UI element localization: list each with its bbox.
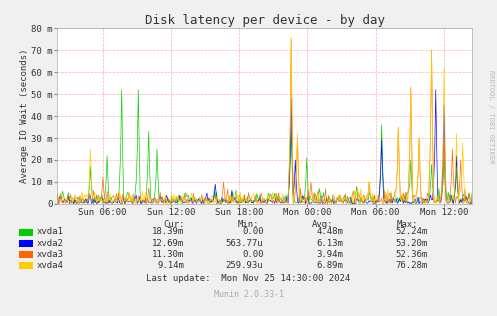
Text: 3.94m: 3.94m	[316, 250, 343, 258]
Title: Disk latency per device - by day: Disk latency per device - by day	[145, 14, 385, 27]
Text: 52.36m: 52.36m	[395, 250, 427, 258]
Text: Munin 2.0.33-1: Munin 2.0.33-1	[214, 290, 283, 299]
Text: xvda1: xvda1	[37, 228, 64, 236]
Text: 11.30m: 11.30m	[152, 250, 184, 258]
Text: Cur:: Cur:	[163, 220, 185, 228]
Text: 6.13m: 6.13m	[316, 239, 343, 247]
Text: xvda2: xvda2	[37, 239, 64, 247]
Text: Max:: Max:	[397, 220, 418, 228]
Text: 4.48m: 4.48m	[316, 228, 343, 236]
Text: 52.24m: 52.24m	[395, 228, 427, 236]
Text: 6.89m: 6.89m	[316, 261, 343, 270]
Text: xvda3: xvda3	[37, 250, 64, 258]
Text: 12.69m: 12.69m	[152, 239, 184, 247]
Text: Last update:  Mon Nov 25 14:30:00 2024: Last update: Mon Nov 25 14:30:00 2024	[147, 274, 350, 283]
Y-axis label: Average IO Wait (seconds): Average IO Wait (seconds)	[20, 49, 29, 183]
Text: RRDTOOL / TOBI OETIKER: RRDTOOL / TOBI OETIKER	[488, 70, 494, 164]
Text: 563.77u: 563.77u	[226, 239, 263, 247]
Text: 53.20m: 53.20m	[395, 239, 427, 247]
Text: 76.28m: 76.28m	[395, 261, 427, 270]
Text: 0.00: 0.00	[242, 250, 263, 258]
Text: 0.00: 0.00	[242, 228, 263, 236]
Text: 9.14m: 9.14m	[157, 261, 184, 270]
Text: Min:: Min:	[238, 220, 259, 228]
Text: 18.39m: 18.39m	[152, 228, 184, 236]
Text: 259.93u: 259.93u	[226, 261, 263, 270]
Text: xvda4: xvda4	[37, 261, 64, 270]
Text: Avg:: Avg:	[312, 220, 334, 228]
